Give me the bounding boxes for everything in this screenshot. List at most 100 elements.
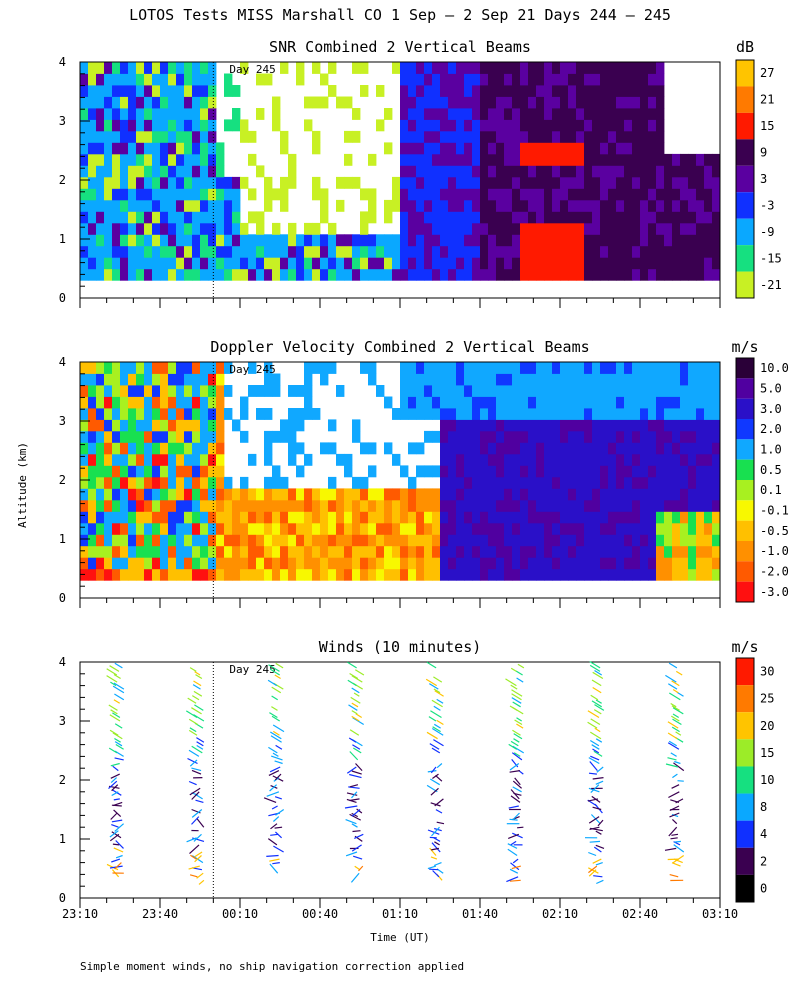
heatmap-cell <box>128 396 137 409</box>
heatmap-cell <box>616 222 625 235</box>
heatmap-cell <box>696 534 705 547</box>
heatmap-cell <box>336 522 345 535</box>
heatmap-cell <box>184 396 193 409</box>
heatmap-cell <box>576 396 585 409</box>
heatmap-cell <box>576 442 585 455</box>
heatmap-cell <box>616 534 625 547</box>
heatmap-cell <box>504 245 513 258</box>
heatmap-cell <box>592 234 601 247</box>
heatmap-cell <box>160 545 169 558</box>
heatmap-cell <box>264 545 273 558</box>
heatmap-cell <box>408 176 417 189</box>
heatmap-cell <box>664 176 673 189</box>
heatmap-cell <box>400 188 409 201</box>
heatmap-cell <box>520 545 529 558</box>
heatmap-cell <box>408 245 417 258</box>
wind-barb <box>592 777 604 780</box>
heatmap-cell <box>136 511 145 524</box>
heatmap-cell <box>232 557 241 570</box>
heatmap-cell <box>608 142 617 155</box>
heatmap-cell <box>552 511 561 524</box>
heatmap-cell <box>216 419 225 432</box>
heatmap-cell <box>128 362 137 374</box>
heatmap-cell <box>632 153 641 166</box>
wind-barb <box>113 673 121 680</box>
heatmap-cell <box>328 85 337 97</box>
heatmap-cell <box>400 545 409 558</box>
heatmap-cell <box>472 73 481 86</box>
heatmap-cell <box>128 96 137 109</box>
heatmap-cell <box>424 245 433 258</box>
heatmap-cell <box>480 199 489 212</box>
wind-barb <box>593 709 602 715</box>
wind-barb <box>588 816 600 824</box>
heatmap-cell <box>440 488 449 501</box>
heatmap-cell <box>704 557 713 570</box>
heatmap-cell <box>656 545 665 558</box>
heatmap-cell <box>544 419 553 432</box>
heatmap-cell <box>432 557 441 570</box>
heatmap-cell <box>592 511 601 524</box>
heatmap-cell <box>336 199 345 212</box>
colorbar-label: 15 <box>760 746 774 760</box>
heatmap-cell <box>336 499 345 512</box>
heatmap-cell <box>600 522 609 535</box>
heatmap-cell <box>592 534 601 547</box>
heatmap-cell <box>296 408 305 420</box>
wind-barb <box>507 848 518 856</box>
heatmap-cell <box>304 522 313 535</box>
heatmap-cell <box>272 96 281 109</box>
heatmap-cell <box>176 188 185 201</box>
heatmap-cell <box>320 534 329 547</box>
heatmap-cell <box>160 465 169 478</box>
heatmap-cell <box>624 557 633 570</box>
heatmap-cell <box>544 188 553 201</box>
wind-barb <box>675 670 683 676</box>
heatmap-cell <box>144 488 153 501</box>
heatmap-cell <box>648 499 657 512</box>
footer-note: Simple moment winds, no ship navigation … <box>80 960 464 973</box>
wind-barb <box>509 879 521 882</box>
heatmap-cell <box>656 199 665 212</box>
heatmap-cell <box>656 408 665 420</box>
heatmap-cell <box>672 211 681 224</box>
heatmap-cell <box>104 73 113 86</box>
heatmap-cell <box>416 108 425 120</box>
heatmap-cell <box>184 522 193 535</box>
heatmap-cell <box>200 545 209 558</box>
heatmap-cell <box>432 245 441 258</box>
wind-barb <box>426 731 438 740</box>
heatmap-cell <box>328 222 337 235</box>
heatmap-cell <box>112 511 121 524</box>
heatmap-cell <box>96 511 105 524</box>
wind-barb <box>266 791 280 797</box>
heatmap-cell <box>560 85 569 97</box>
heatmap-cell <box>128 568 137 581</box>
heatmap-cell <box>104 557 113 570</box>
heatmap-cell <box>96 373 105 386</box>
heatmap-cell <box>80 142 89 155</box>
heatmap-cell <box>536 257 545 270</box>
heatmap-cell <box>344 545 353 558</box>
heatmap-cell <box>664 476 673 489</box>
wind-barb <box>429 743 440 750</box>
heatmap-cell <box>184 419 193 432</box>
colorbar-label: 0.5 <box>760 463 782 477</box>
heatmap-cell <box>528 130 537 143</box>
heatmap-cell <box>680 362 689 374</box>
heatmap-cell <box>624 396 633 409</box>
heatmap-cell <box>120 188 129 201</box>
heatmap-cell <box>696 408 705 420</box>
heatmap-cell <box>592 522 601 535</box>
heatmap-cell <box>520 396 529 409</box>
heatmap-cell <box>120 545 129 558</box>
wind-barb <box>436 821 445 825</box>
wind-barb <box>425 678 438 687</box>
heatmap-cell <box>608 557 617 570</box>
heatmap-cell <box>600 245 609 258</box>
heatmap-cell <box>408 442 417 455</box>
heatmap-cell <box>224 408 233 420</box>
heatmap-cell <box>232 199 241 212</box>
heatmap-cell <box>512 534 521 547</box>
heatmap-cell <box>144 557 153 570</box>
